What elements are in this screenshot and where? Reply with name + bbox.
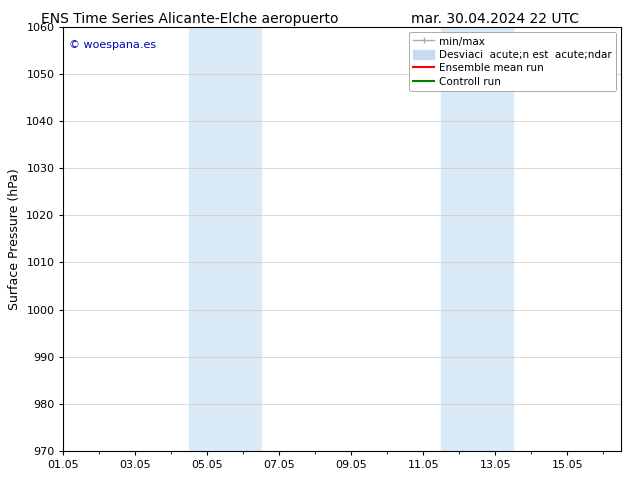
- Bar: [441, 27, 514, 451]
- Text: mar. 30.04.2024 22 UTC: mar. 30.04.2024 22 UTC: [411, 12, 578, 26]
- Legend: min/max, Desviaci  acute;n est  acute;ndar, Ensemble mean run, Controll run: min/max, Desviaci acute;n est acute;ndar…: [409, 32, 616, 91]
- Text: © woespana.es: © woespana.es: [69, 40, 156, 49]
- Bar: [190, 27, 261, 451]
- Y-axis label: Surface Pressure (hPa): Surface Pressure (hPa): [8, 168, 21, 310]
- Text: ENS Time Series Alicante-Elche aeropuerto: ENS Time Series Alicante-Elche aeropuert…: [41, 12, 339, 26]
